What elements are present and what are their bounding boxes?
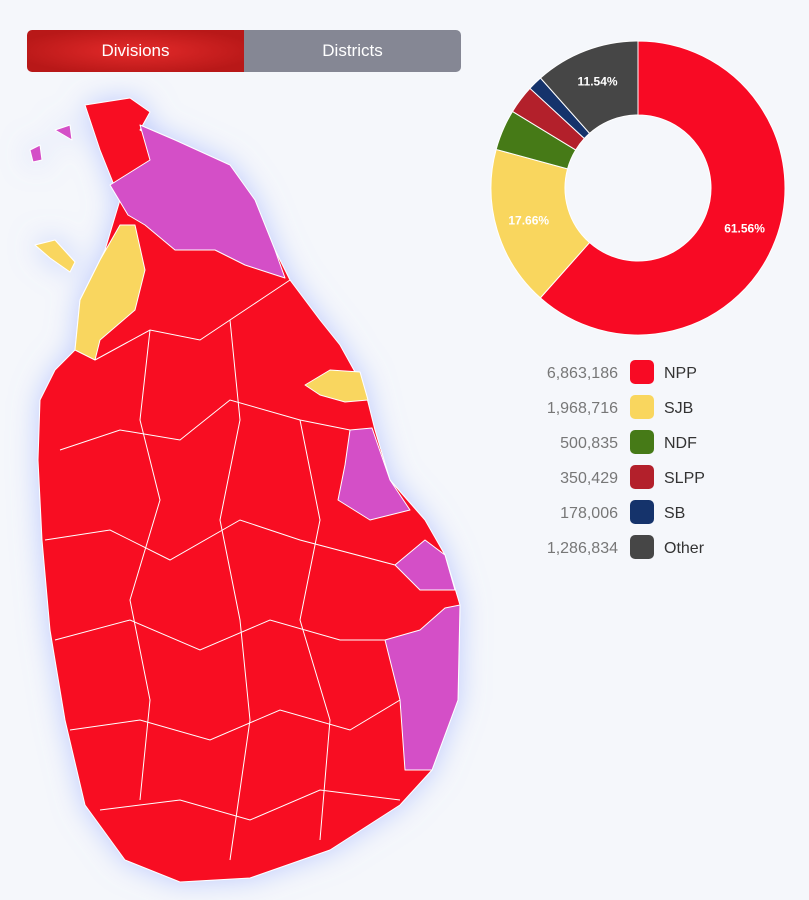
legend-name: NPP	[664, 365, 697, 382]
region	[109, 124, 286, 279]
legend-name: Other	[664, 540, 705, 557]
legend-value: 350,429	[560, 470, 618, 487]
region	[384, 604, 461, 771]
legend-swatch	[630, 360, 654, 384]
legend-value: 1,968,716	[547, 400, 618, 417]
legend-swatch	[630, 500, 654, 524]
map-regions	[29, 97, 461, 883]
legend-name: SJB	[664, 400, 693, 417]
legend-swatch	[630, 535, 654, 559]
donut-slice	[490, 148, 591, 299]
legend-swatch	[630, 395, 654, 419]
donut-slice	[539, 40, 639, 135]
legend-name: SB	[664, 505, 685, 522]
slice-label: 17.66%	[508, 214, 549, 228]
region	[29, 124, 73, 163]
slice-label: 61.56%	[724, 222, 765, 236]
legend-swatch	[630, 465, 654, 489]
tab-districts[interactable]: Districts	[244, 30, 461, 72]
region	[34, 239, 76, 273]
legend-swatch	[630, 430, 654, 454]
legend-name: NDF	[664, 435, 697, 452]
region	[304, 369, 369, 403]
legend-value: 1,286,834	[547, 540, 618, 557]
legend-value: 178,006	[560, 505, 618, 522]
slice-label: 11.54%	[578, 74, 618, 88]
division-lines	[44, 279, 401, 861]
region	[337, 427, 411, 521]
donut-slice	[539, 40, 786, 336]
legend-value: 6,863,186	[547, 365, 618, 382]
region	[74, 224, 146, 361]
legend-name: SLPP	[664, 470, 705, 487]
tab-divisions[interactable]: Divisions	[27, 30, 244, 72]
region	[394, 539, 456, 591]
legend-value: 500,835	[560, 435, 618, 452]
